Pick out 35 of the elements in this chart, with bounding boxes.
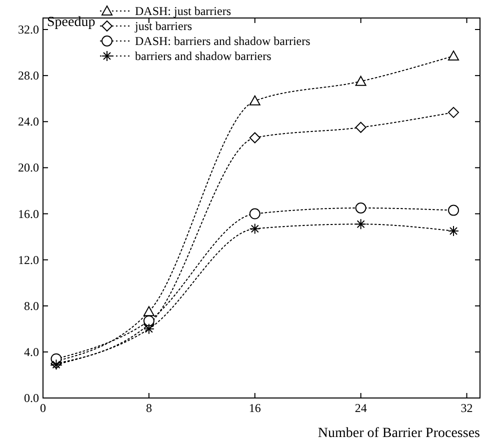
point <box>249 208 260 220</box>
y-tick-label: 16.0 <box>18 206 39 221</box>
y-tick-label: 32.0 <box>18 22 39 37</box>
point <box>448 204 460 216</box>
legend-label: DASH: just barriers <box>135 4 232 18</box>
x-tick-label: 0 <box>40 401 46 415</box>
point <box>143 306 154 316</box>
legend-label: just barriers <box>134 19 192 33</box>
point <box>143 315 154 326</box>
point <box>448 106 460 118</box>
x-tick-label: 16 <box>248 401 261 415</box>
point <box>143 323 154 334</box>
point <box>249 223 260 234</box>
y-tick-label: 8.0 <box>24 298 39 313</box>
legend-label: barriers and shadow barriers <box>135 49 272 63</box>
point <box>249 132 260 144</box>
y-axis-title: Speedup <box>47 15 96 30</box>
point <box>448 50 460 60</box>
y-tick-label: 4.0 <box>24 344 39 359</box>
y-tick-label: 20.0 <box>18 160 39 175</box>
x-tick-label: 24 <box>354 401 367 415</box>
legend-label: DASH: barriers and shadow barriers <box>135 34 311 48</box>
y-tick-label: 12.0 <box>18 252 39 267</box>
y-tick-label: 0.0 <box>24 391 39 405</box>
point <box>355 218 366 230</box>
point <box>249 95 260 106</box>
point <box>355 76 366 86</box>
y-tick-label: 28.0 <box>18 68 39 83</box>
x-axis-title: Number of Barrier Processes <box>318 426 480 441</box>
point <box>355 202 366 214</box>
x-tick-label: 32 <box>460 401 473 415</box>
x-tick-label: 8 <box>146 401 152 415</box>
y-tick-label: 24.0 <box>18 114 39 129</box>
point <box>448 226 460 237</box>
point <box>355 122 366 133</box>
